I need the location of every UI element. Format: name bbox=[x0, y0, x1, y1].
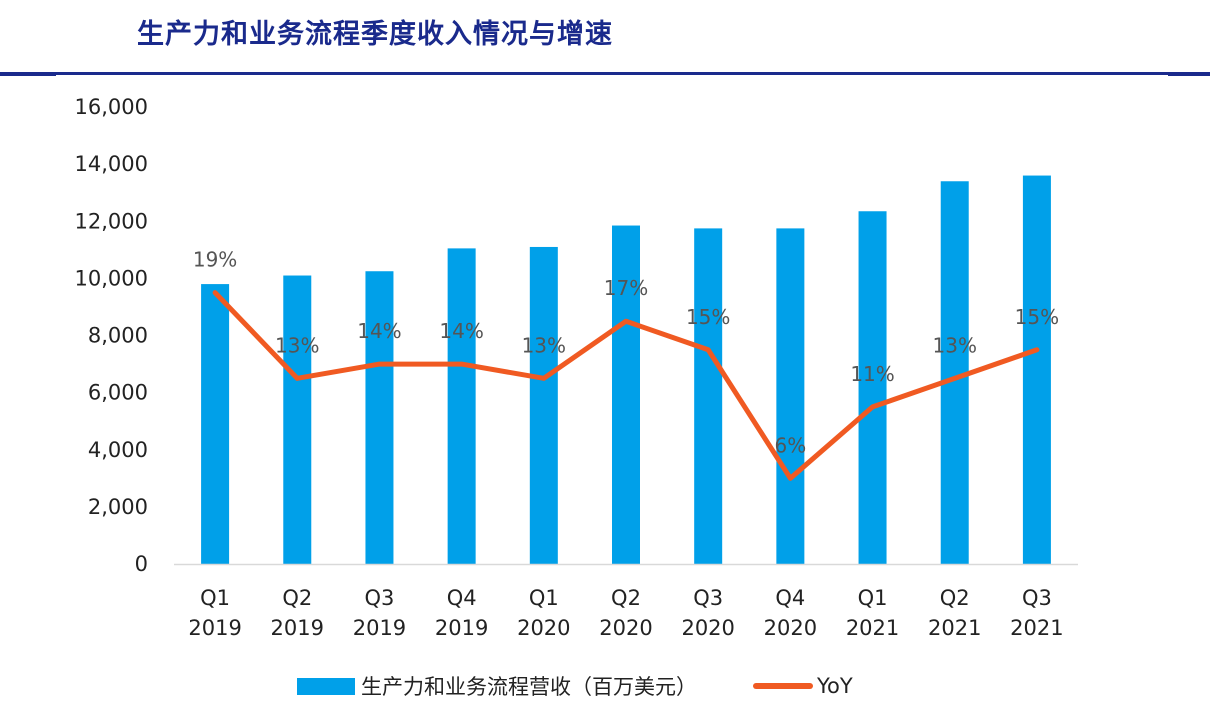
legend-bar-label: 生产力和业务流程营收（百万美元） bbox=[361, 675, 697, 699]
x-tick-label: 2020 bbox=[517, 616, 570, 640]
x-tick-label: 2020 bbox=[681, 616, 734, 640]
header: 生产力和业务流程季度收入情况与增速 bbox=[0, 0, 1210, 80]
x-tick-label: Q1 bbox=[200, 586, 230, 610]
legend-bar-swatch bbox=[297, 677, 355, 695]
x-tick-label: Q3 bbox=[693, 586, 723, 610]
header-rule-cap-left bbox=[0, 72, 56, 76]
bar bbox=[365, 271, 394, 564]
x-axis: Q1 2019 Q2 2019 Q3 2019 Q4 2019 Q1 2020 Q2 2020 Q3 20… bbox=[174, 563, 1078, 640]
y-tick-label: 0 bbox=[135, 552, 148, 576]
bar bbox=[858, 211, 887, 565]
yoy-line-series bbox=[212, 290, 1040, 481]
x-tick-label: Q1 bbox=[529, 586, 559, 610]
x-tick-label: 2019 bbox=[271, 616, 324, 640]
x-tick-label: 2019 bbox=[435, 616, 488, 640]
bar-series bbox=[201, 175, 1051, 565]
page-title: 生产力和业务流程季度收入情况与增速 bbox=[137, 19, 613, 50]
x-tick-label: Q1 bbox=[858, 586, 888, 610]
y-axis: 0 2,000 4,000 6,000 8,000 10,000 12,000 14,000 1… bbox=[75, 95, 148, 576]
x-tick-label: Q4 bbox=[447, 586, 477, 610]
legend-line-label: YoY bbox=[817, 674, 853, 698]
bar bbox=[447, 248, 476, 564]
bar bbox=[529, 246, 558, 565]
x-tick-label: 2020 bbox=[764, 616, 817, 640]
bar bbox=[201, 284, 230, 564]
yoy-data-label: 13% bbox=[275, 333, 319, 357]
header-rule-cap-right bbox=[1168, 72, 1210, 76]
yoy-data-label: 13% bbox=[522, 333, 566, 357]
x-tick-label: 2019 bbox=[353, 616, 406, 640]
bar bbox=[612, 225, 640, 565]
yoy-data-label: 15% bbox=[1015, 305, 1059, 329]
y-tick-label: 12,000 bbox=[75, 209, 148, 233]
yoy-data-label: 15% bbox=[686, 305, 730, 329]
x-tick-label: 2021 bbox=[1010, 616, 1063, 640]
yoy-data-label: 13% bbox=[933, 333, 977, 357]
yoy-data-label: 14% bbox=[357, 319, 401, 343]
header-rule bbox=[0, 72, 1210, 75]
yoy-data-label: 17% bbox=[604, 276, 648, 300]
yoy-data-label: 14% bbox=[439, 319, 483, 343]
x-tick-label: Q3 bbox=[365, 586, 395, 610]
y-tick-label: 8,000 bbox=[88, 324, 148, 348]
bar bbox=[694, 228, 723, 564]
yoy-data-label: 11% bbox=[850, 362, 894, 386]
x-tick-label: Q2 bbox=[611, 586, 641, 610]
x-tick-label: Q2 bbox=[282, 586, 312, 610]
yoy-data-labels: 19% 13% 14% 14% 13% 17% 15% 6% 11% 13% 15% bbox=[193, 248, 1059, 458]
yoy-data-label: 19% bbox=[193, 248, 237, 272]
y-tick-label: 4,000 bbox=[88, 438, 148, 462]
bar bbox=[1022, 175, 1051, 565]
legend-line-swatch bbox=[753, 683, 813, 689]
y-tick-label: 6,000 bbox=[88, 381, 148, 405]
y-tick-label: 10,000 bbox=[75, 266, 148, 290]
x-tick-label: 2020 bbox=[599, 616, 652, 640]
y-tick-label: 16,000 bbox=[75, 95, 148, 119]
x-tick-label: 2021 bbox=[928, 616, 981, 640]
y-tick-label: 2,000 bbox=[88, 495, 148, 519]
y-tick-label: 14,000 bbox=[75, 152, 148, 176]
x-tick-label: 2019 bbox=[188, 616, 241, 640]
legend: 生产力和业务流程营收（百万美元） YoY bbox=[297, 672, 853, 700]
x-tick-label: 2021 bbox=[846, 616, 899, 640]
x-tick-label: Q3 bbox=[1022, 586, 1052, 610]
x-tick-label: Q2 bbox=[940, 586, 970, 610]
x-tick-label: Q4 bbox=[775, 586, 805, 610]
bar bbox=[776, 228, 805, 564]
yoy-data-label: 6% bbox=[774, 433, 806, 457]
bar bbox=[283, 275, 312, 564]
